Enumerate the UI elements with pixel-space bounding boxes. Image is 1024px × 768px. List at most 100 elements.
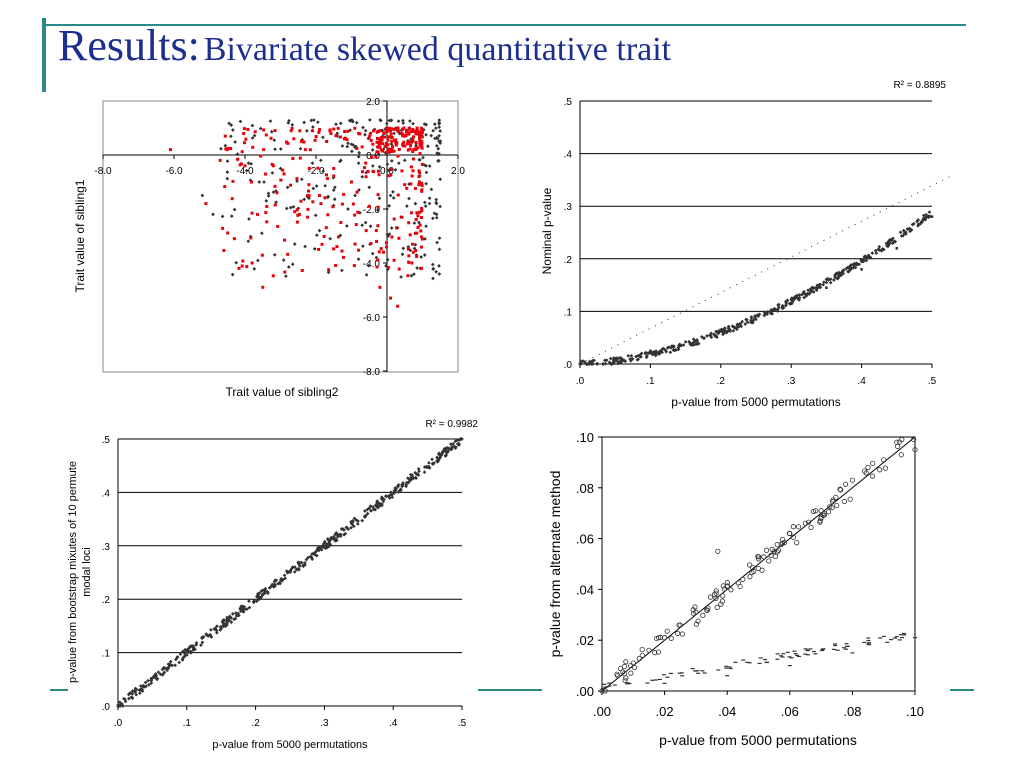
bootstrap-point [459,437,464,441]
nominal-point [862,254,867,259]
nominal-point [884,241,889,246]
sibling-point-red [325,177,329,181]
nominal-point [818,282,823,287]
bootstrap-point [382,497,386,502]
footer-accent-line-right [950,689,974,691]
sibling-point-dark [321,135,325,140]
bootstrap-point [293,565,297,569]
sibling-point-red [375,140,379,144]
nominal-point [839,273,843,278]
sibling-point-dark [427,196,432,201]
bootstrap-point [304,557,309,562]
nominal-point [817,285,822,290]
nominal-point [777,302,781,307]
sibling-point-dark [284,206,289,211]
bootstrap-point [186,650,190,655]
sibling-point-red [416,214,420,218]
x-axis-label: p-value from 5000 permutations [671,395,840,409]
bootstrap-point [350,519,355,523]
nominal-point [818,285,823,290]
sibling-point-red [381,250,385,254]
nominal-point [922,217,927,222]
bootstrap-point [224,623,229,628]
reference-dotted-line [579,174,954,365]
sibling-point-red [308,148,312,152]
sibling-point-red [392,258,396,262]
nominal-point [719,327,724,332]
y-tick-label: .10 [576,430,594,445]
bootstrap-point [281,577,285,582]
bootstrap-point [301,564,306,569]
nominal-point [617,360,622,365]
nominal-point [849,263,853,267]
sibling-point-red [322,235,326,239]
sibling-point-dark [391,190,395,194]
sibling-point-dark [412,221,417,225]
nominal-point [806,288,810,293]
bootstrap-point [317,545,321,549]
nominal-point [708,333,712,337]
bootstrap-point [458,437,463,441]
sibling-point-dark [375,208,380,212]
nominal-point [877,244,882,249]
nominal-point [792,297,797,302]
nominal-point [839,271,843,276]
bootstrap-point [296,561,301,566]
sibling-point-red [265,220,269,224]
sibling-point-red [273,203,277,207]
sibling-point-dark [309,118,314,123]
sibling-point-red [303,148,307,152]
nominal-point [615,356,619,360]
sibling-point-red [357,131,361,135]
nominal-point [679,343,684,348]
sibling-point-red [387,135,391,139]
bootstrap-point [150,676,155,681]
nominal-point [790,300,794,305]
nominal-point [638,353,642,357]
nominal-point [815,286,820,291]
bootstrap-point [424,464,429,469]
bootstrap-point [133,686,138,691]
nominal-point [835,276,840,281]
alternate-point-circle [870,460,876,466]
sibling-point-red [230,197,234,201]
x-tick-label: 2.0 [451,166,465,177]
bootstrap-point [356,519,360,523]
nominal-point [846,269,851,274]
sibling-point-red [420,181,424,185]
sibling-point-dark [340,268,344,273]
nominal-point [780,306,785,311]
nominal-point [824,277,829,282]
nominal-point [815,283,820,288]
sibling-point-dark [223,143,228,148]
slide-title-main: Results: [58,21,200,70]
nominal-point [696,341,701,346]
bootstrap-point [424,465,429,469]
bootstrap-point [297,561,302,566]
nominal-point [772,307,777,311]
bootstrap-point [149,676,154,681]
sibling-point-dark [260,231,264,236]
nominal-point [797,295,802,300]
sibling-point-red [384,126,388,130]
sibling-point-red [261,285,265,289]
nominal-point [584,362,589,366]
nominal-point [724,330,729,335]
bootstrap-point [372,507,376,511]
bootstrap-point [331,534,336,539]
bootstrap-point [442,446,447,451]
sibling-point-red [400,169,404,173]
sibling-point-dark [434,200,438,205]
bootstrap-point [453,439,458,444]
nominal-point [804,293,809,298]
sibling-point-red [250,261,254,265]
sibling-point-red [391,145,395,149]
sibling-point-dark [386,168,391,173]
nominal-point [838,272,843,276]
sibling-point-red [404,130,408,134]
nominal-point [826,278,831,282]
sibling-point-dark [353,145,357,150]
alternate-point-circle [843,481,849,487]
bootstrap-point [225,620,229,624]
alternate-point-circle [711,591,718,598]
